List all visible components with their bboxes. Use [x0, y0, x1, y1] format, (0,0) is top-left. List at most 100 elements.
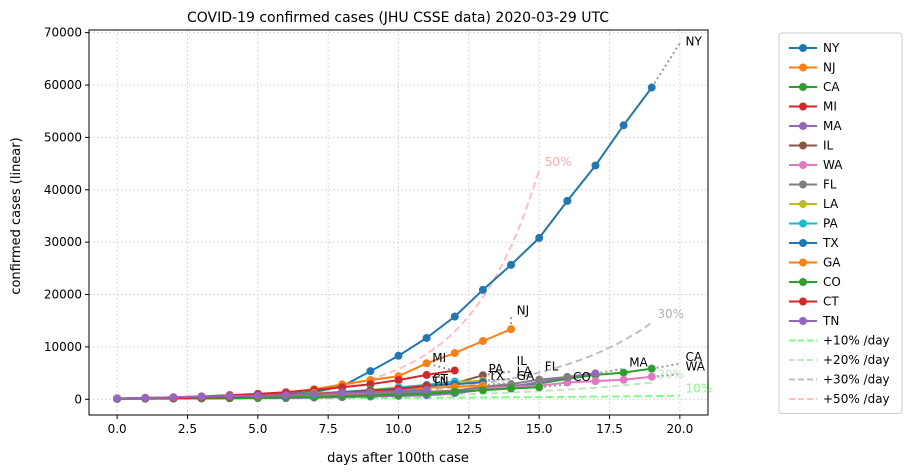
series-label: IL [517, 354, 528, 368]
data-point [507, 325, 516, 334]
y-tick-label: 40000 [44, 183, 82, 197]
reference-label: 50% [545, 155, 572, 169]
data-point [647, 364, 656, 373]
legend-marker [799, 200, 807, 208]
x-tick-label: 2.5 [178, 422, 197, 436]
data-point [591, 369, 600, 378]
legend-label: PA [823, 217, 838, 231]
legend-marker [799, 161, 807, 169]
y-axis-label: confirmed cases (linear) [9, 137, 24, 294]
legend-label: +50% /day [823, 392, 890, 406]
data-point [591, 161, 600, 170]
series-label: CO [573, 370, 591, 384]
series-label: TN [431, 375, 448, 389]
data-point [422, 359, 431, 368]
data-point [281, 391, 290, 400]
data-point [366, 380, 375, 389]
y-tick-label: 30000 [44, 235, 82, 249]
data-point [478, 371, 487, 380]
x-ticks: 0.0 2.5 5.0 7.5 10.0 12.5 15.0 17.5 20.0 [108, 415, 694, 436]
reference-line [117, 169, 541, 400]
data-point [338, 388, 347, 397]
reference-lines [117, 169, 680, 400]
legend-marker [799, 122, 807, 130]
data-point [450, 366, 459, 375]
series-label: WA [685, 359, 705, 373]
data-point [394, 376, 403, 385]
data-point [535, 375, 544, 384]
data-point [141, 394, 150, 403]
legend-marker [799, 83, 807, 91]
data-point [394, 387, 403, 396]
legend-marker [799, 239, 807, 247]
series-line [117, 87, 653, 400]
series-label: LA [517, 365, 533, 379]
legend-marker [799, 297, 807, 306]
legend-marker [799, 141, 807, 150]
data-point [366, 388, 375, 397]
data-point [422, 370, 431, 379]
y-tick-label: 60000 [44, 78, 82, 92]
series-label: TX [488, 369, 505, 383]
legend-label: NY [823, 41, 840, 55]
x-tick-label: 0.0 [108, 422, 127, 436]
series-label: NJ [517, 303, 530, 317]
data-point [394, 351, 403, 360]
data-point [113, 394, 122, 403]
reference-label: 30% [657, 307, 684, 321]
data-point [197, 392, 206, 401]
legend-label: MA [823, 119, 842, 133]
projection-line [650, 42, 681, 89]
x-axis-label: days after 100th case [327, 451, 469, 466]
series-label: PA [489, 362, 504, 376]
data-point [450, 387, 459, 396]
data-point [225, 392, 234, 401]
y-tick-label: 10000 [44, 340, 82, 354]
data-point [535, 233, 544, 242]
data-point [619, 121, 628, 130]
legend-marker [799, 102, 807, 111]
series-line [117, 388, 427, 400]
data-point [169, 393, 178, 402]
y-tick-label: 70000 [44, 26, 82, 40]
series-group [113, 42, 681, 403]
chart-title: COVID-19 confirmed cases (JHU CSSE data)… [187, 10, 609, 26]
legend-marker [799, 44, 807, 52]
series-label: NY [685, 35, 702, 49]
x-tick-label: 20.0 [667, 422, 694, 436]
legend-label: GA [823, 256, 841, 270]
x-tick-label: 17.5 [596, 422, 623, 436]
x-tick-label: 10.0 [385, 422, 412, 436]
legend-label: NJ [823, 61, 836, 75]
legend-marker [799, 63, 807, 72]
data-point [450, 312, 459, 321]
reference-label: 10% [685, 381, 712, 395]
legend-label: FL [823, 178, 837, 192]
data-point [478, 386, 487, 395]
legend-marker [799, 180, 807, 189]
data-point [563, 196, 572, 205]
y-tick-label: 20000 [44, 288, 82, 302]
y-tick-label: 0 [74, 392, 82, 406]
x-tick-label: 5.0 [248, 422, 267, 436]
series-label: MA [629, 355, 648, 369]
data-point [619, 375, 628, 384]
data-point [422, 385, 431, 394]
data-point [591, 377, 600, 386]
legend-label: TN [822, 314, 839, 328]
series-label: GA [517, 369, 535, 383]
y-ticks: 0 10000 20000 30000 40000 50000 60000 70000 [44, 26, 89, 406]
reference-label: 20% [657, 367, 684, 381]
x-tick-label: 12.5 [455, 422, 482, 436]
x-tick-label: 15.0 [526, 422, 553, 436]
legend: NY NJ CA MI MA IL WA FL LA PA TX GA CO CT TN +10% /day +… [778, 32, 903, 414]
legend-marker [799, 258, 807, 267]
data-point [563, 373, 572, 382]
data-point [450, 349, 459, 358]
data-point [535, 383, 544, 392]
legend-label: CA [823, 80, 840, 94]
legend-box [778, 32, 903, 414]
